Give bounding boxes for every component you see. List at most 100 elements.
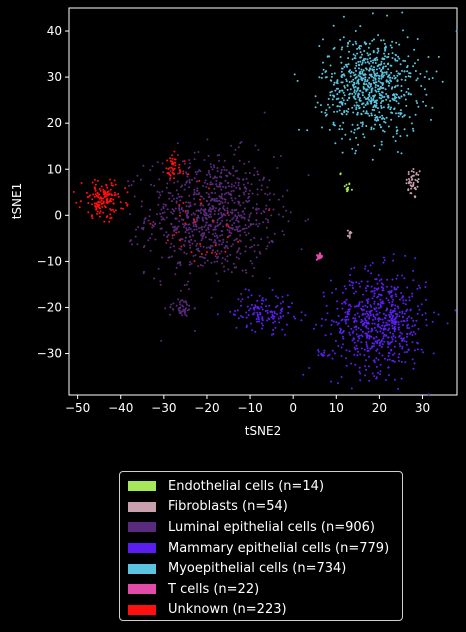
data-point xyxy=(405,178,408,181)
data-point xyxy=(406,36,409,39)
data-point xyxy=(216,313,219,316)
data-point xyxy=(199,195,202,198)
data-point xyxy=(221,262,224,265)
data-point xyxy=(375,68,378,71)
data-point xyxy=(412,129,415,132)
data-point xyxy=(353,104,356,107)
data-point xyxy=(247,232,250,235)
data-point xyxy=(200,239,203,242)
data-point xyxy=(265,247,268,250)
data-point xyxy=(390,71,393,74)
data-point xyxy=(199,198,202,201)
data-point xyxy=(390,285,393,288)
data-point xyxy=(345,188,348,191)
data-point xyxy=(393,77,396,80)
data-point xyxy=(96,192,99,194)
data-point xyxy=(349,138,352,141)
data-point xyxy=(407,349,410,352)
data-point xyxy=(373,66,375,69)
data-point xyxy=(354,149,357,152)
data-point xyxy=(387,355,390,357)
data-point xyxy=(109,178,112,181)
data-point xyxy=(379,126,382,129)
legend-swatch xyxy=(128,584,156,595)
data-point xyxy=(355,42,358,45)
data-point xyxy=(341,291,344,294)
data-point xyxy=(219,196,222,199)
data-point xyxy=(417,305,419,308)
data-point xyxy=(358,99,361,102)
data-point xyxy=(396,274,399,277)
data-point xyxy=(216,154,219,157)
data-point xyxy=(397,115,400,118)
data-point xyxy=(366,52,369,55)
data-point xyxy=(379,318,382,321)
data-point xyxy=(279,315,282,318)
data-point xyxy=(272,208,275,211)
data-point xyxy=(342,337,345,340)
data-point xyxy=(316,258,319,261)
data-point xyxy=(203,181,206,184)
data-point xyxy=(351,92,354,95)
data-point xyxy=(149,237,152,240)
data-point xyxy=(117,193,120,195)
data-point xyxy=(216,249,219,252)
data-point xyxy=(348,350,351,353)
data-point xyxy=(352,281,355,284)
data-point xyxy=(363,83,365,86)
data-point xyxy=(392,321,395,324)
data-point xyxy=(383,71,386,74)
data-point xyxy=(411,334,414,336)
y-tick-label: −20 xyxy=(37,300,62,314)
data-point xyxy=(318,254,321,257)
data-point xyxy=(112,198,115,201)
data-point xyxy=(414,257,417,260)
data-point xyxy=(242,178,245,181)
data-point xyxy=(107,190,110,193)
data-point xyxy=(225,174,228,177)
data-point xyxy=(93,195,96,198)
data-point xyxy=(344,102,347,105)
data-point xyxy=(200,212,202,214)
data-point xyxy=(408,72,411,75)
data-point xyxy=(161,256,163,259)
x-tick-label: −10 xyxy=(237,401,262,415)
plot-area xyxy=(68,7,458,396)
data-point xyxy=(360,307,363,310)
data-point xyxy=(380,346,383,348)
data-point xyxy=(132,180,135,183)
data-point xyxy=(368,95,371,98)
data-point xyxy=(394,320,397,323)
data-point xyxy=(221,219,224,222)
data-point xyxy=(335,288,337,290)
data-point xyxy=(249,307,252,310)
data-point xyxy=(130,184,133,186)
data-point xyxy=(420,348,423,351)
data-point xyxy=(397,326,400,329)
data-point xyxy=(188,226,191,229)
data-point xyxy=(358,46,360,49)
data-point xyxy=(383,317,386,319)
data-point xyxy=(340,75,343,78)
data-point xyxy=(333,110,336,113)
data-point xyxy=(247,197,250,199)
data-point xyxy=(352,337,355,340)
data-point xyxy=(378,311,381,314)
data-point xyxy=(390,305,393,308)
data-point xyxy=(210,261,213,264)
data-point xyxy=(355,281,358,284)
data-point xyxy=(356,52,359,55)
data-point xyxy=(370,305,373,308)
data-point xyxy=(114,183,117,186)
data-point xyxy=(358,45,361,47)
data-point xyxy=(373,342,376,345)
data-point xyxy=(406,286,409,289)
data-point xyxy=(294,317,297,320)
data-point xyxy=(270,333,273,336)
data-point xyxy=(193,197,196,200)
data-point xyxy=(222,205,225,208)
data-point xyxy=(365,315,368,318)
data-point xyxy=(151,165,154,168)
data-point xyxy=(394,312,397,315)
data-point xyxy=(355,64,358,67)
